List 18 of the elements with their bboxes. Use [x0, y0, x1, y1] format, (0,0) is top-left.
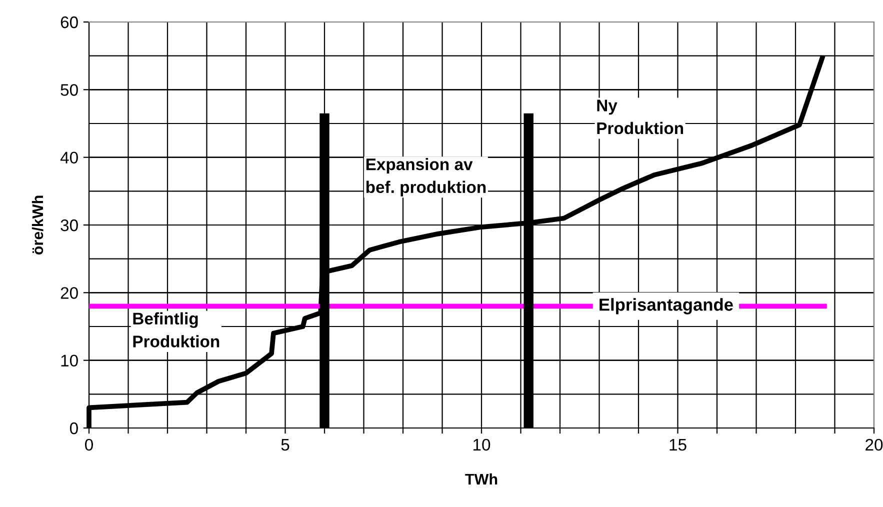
y-tick-label: 30	[60, 219, 78, 232]
x-tick-label: 0	[85, 438, 93, 451]
y-tick-label: 0	[70, 422, 78, 434]
x-tick-label: 20	[866, 438, 883, 451]
annotation: Befintlig Produktion	[133, 312, 220, 348]
annotation: Ny Produktion	[597, 100, 684, 134]
annotation: Expansion av bef. produktion	[366, 158, 486, 196]
x-tick-label: 15	[670, 439, 686, 451]
x-tick-label: 10	[474, 438, 490, 451]
y-axis-title: öre/kWh	[32, 196, 44, 255]
y-tick-label: 60	[60, 16, 78, 28]
y-tick-label: 40	[60, 152, 78, 164]
y-tick-label: 20	[60, 287, 78, 299]
y-tick-label: 50	[60, 84, 78, 96]
x-tick-label: 5	[281, 439, 290, 451]
x-axis-title: TWh	[465, 473, 498, 484]
y-tick-label: 10	[61, 354, 78, 367]
annotation: Elprisantagande	[600, 298, 733, 314]
